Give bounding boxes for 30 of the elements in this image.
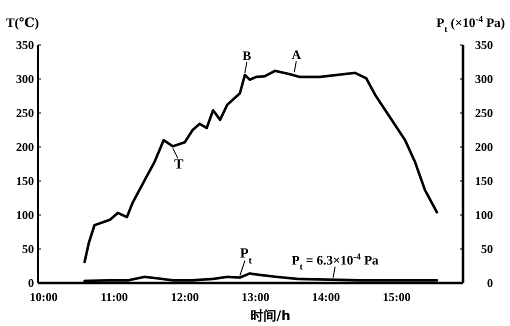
x-tick-label: 14:00 xyxy=(312,290,340,304)
x-tick-label: 13:00 xyxy=(241,290,270,304)
y-axis-title: T(℃) xyxy=(6,15,39,30)
x-tick-label: 10:00 xyxy=(30,290,58,304)
y2-tick-label: 100 xyxy=(475,208,493,222)
y-tick-label: 50 xyxy=(22,242,34,256)
y-tick-label: 100 xyxy=(16,208,34,222)
y2-tick-label: 150 xyxy=(475,174,493,188)
y-tick-label: 150 xyxy=(16,174,34,188)
y2-tick-label: 250 xyxy=(475,106,493,120)
annotation: A xyxy=(292,47,302,62)
annotation: P$_{t}$ = 6.3×10$^{-4}$ Pa xyxy=(292,252,380,272)
x-tick-label: 15:00 xyxy=(382,290,411,304)
y-tick-label: 300 xyxy=(16,72,34,86)
x-tick-label: 12:00 xyxy=(170,290,199,304)
y2-tick-label: 200 xyxy=(475,140,493,154)
y2-tick-label: 0 xyxy=(487,276,493,290)
annotation: B xyxy=(242,48,252,63)
x-tick-label: 11:00 xyxy=(100,290,128,304)
y-tick-label: 200 xyxy=(16,140,34,154)
y-tick-label: 350 xyxy=(16,38,34,52)
series-label: P$_{t}$ xyxy=(240,246,253,266)
y-tick-label: 0 xyxy=(28,276,34,290)
y-tick-label: 250 xyxy=(16,106,34,120)
y2-axis-title: P$_{t}$ (×10$^{-4}$ Pa) xyxy=(436,14,505,34)
y2-tick-label: 350 xyxy=(475,38,493,52)
y2-tick-label: 50 xyxy=(481,242,493,256)
x-axis-title: 时间/h xyxy=(250,309,291,324)
y2-tick-label: 300 xyxy=(475,72,493,86)
legend-label: T xyxy=(174,157,184,172)
